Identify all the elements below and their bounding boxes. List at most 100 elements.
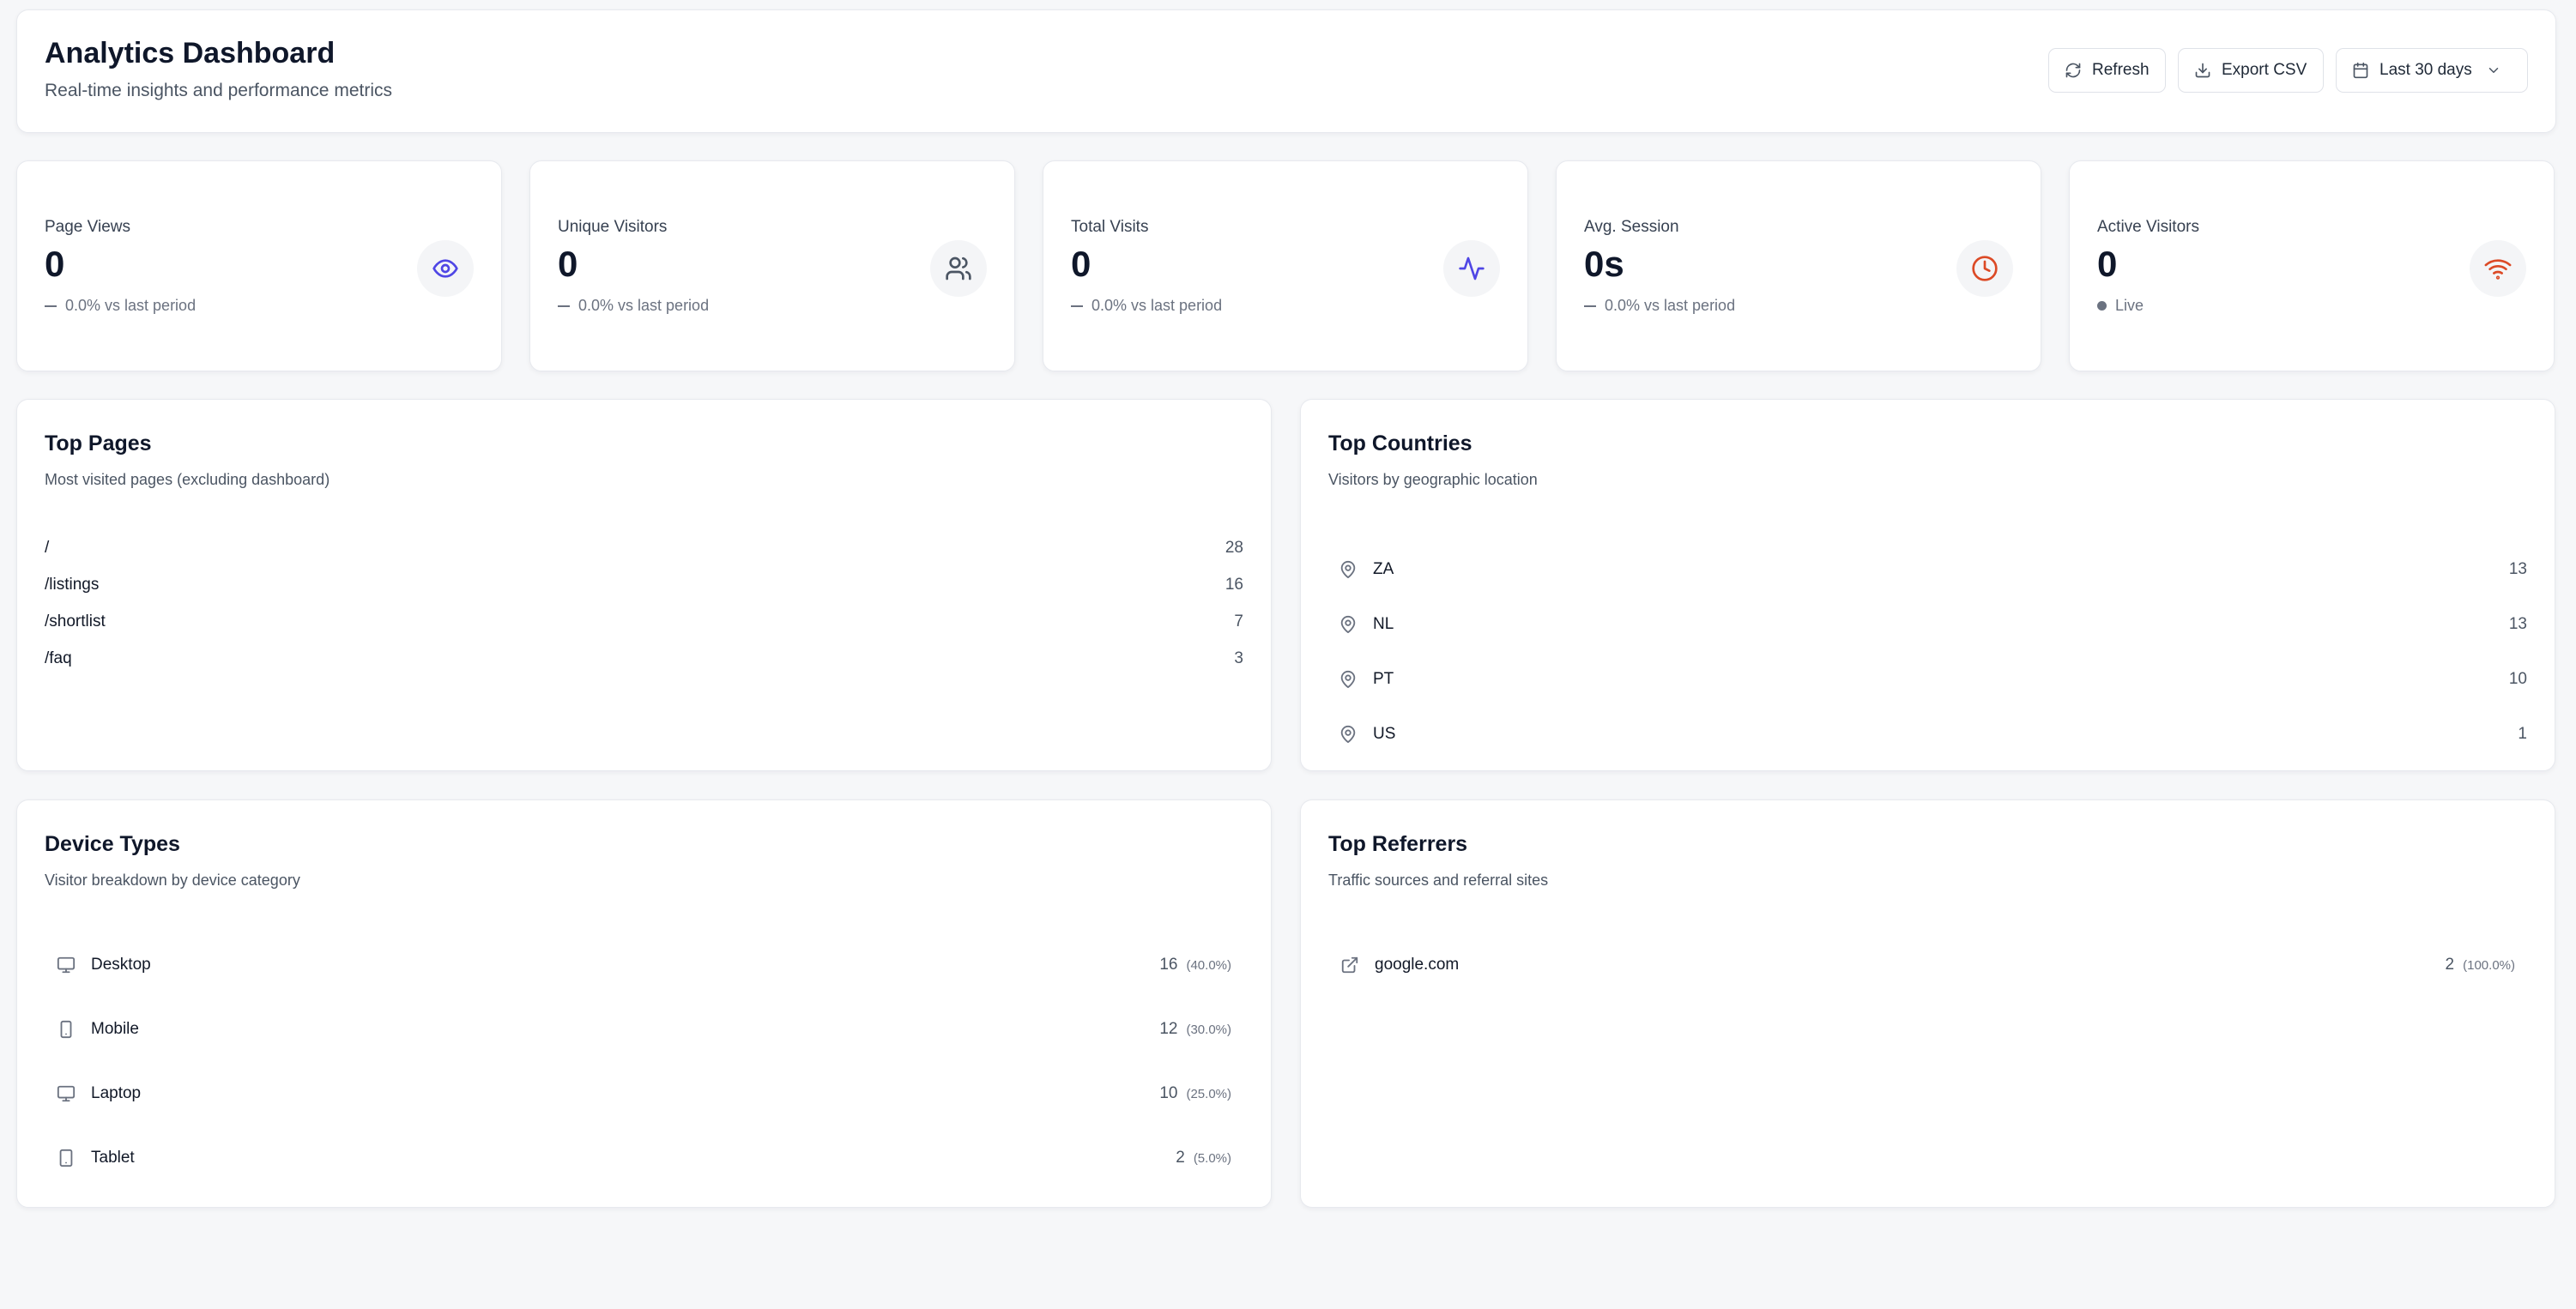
page-path: /shortlist — [45, 612, 106, 630]
referrer-percent: (100.0%) — [2463, 957, 2515, 973]
list-item[interactable]: /faq 3 — [45, 649, 1243, 686]
page-count: 3 — [1234, 649, 1243, 667]
refresh-label: Refresh — [2092, 61, 2150, 79]
list-item[interactable]: / 28 — [45, 539, 1243, 576]
stat-change: 0.0% vs last period — [45, 297, 196, 315]
device-name: Desktop — [91, 955, 151, 974]
stat-change-text: 0.0% vs last period — [578, 297, 710, 314]
minus-icon — [45, 305, 57, 307]
list-item[interactable]: Tablet 2 (5.0%) — [57, 1125, 1231, 1190]
stat-card-page-views: Page Views 0 0.0% vs last period — [16, 160, 502, 371]
country-count: 13 — [2508, 560, 2527, 578]
monitor-icon — [57, 956, 76, 973]
refresh-button[interactable]: Refresh — [2048, 48, 2166, 93]
top-countries-panel: Top Countries Visitors by geographic loc… — [1300, 399, 2555, 771]
stat-label: Page Views — [45, 218, 130, 236]
device-types-panel: Device Types Visitor breakdown by device… — [16, 799, 1272, 1208]
device-name: Mobile — [91, 1019, 139, 1038]
stat-card-total-visits: Total Visits 0 0.0% vs last period — [1043, 160, 1528, 371]
stat-live: Live — [2097, 297, 2144, 315]
stat-label: Active Visitors — [2097, 218, 2199, 236]
page-title: Analytics Dashboard — [45, 37, 336, 69]
list-item[interactable]: US 1 — [1339, 707, 2527, 762]
activity-icon — [1459, 256, 1485, 280]
live-dot-icon — [2097, 301, 2107, 311]
eye-icon — [432, 259, 458, 278]
panel-subtitle: Most visited pages (excluding dashboard) — [45, 471, 330, 488]
stat-value: 0s — [1584, 244, 1624, 284]
top-pages-panel: Top Pages Most visited pages (excluding … — [16, 399, 1272, 771]
list-item[interactable]: Laptop 10 (25.0%) — [57, 1061, 1231, 1125]
device-percent: (5.0%) — [1193, 1150, 1231, 1166]
country-count: 1 — [2518, 725, 2527, 743]
stat-icon-box — [930, 240, 987, 297]
monitor-icon — [57, 1085, 76, 1101]
device-count: 2 — [1176, 1148, 1185, 1167]
device-types-list: Desktop 16 (40.0%) Mobile 12 (30.0%) Lapto… — [57, 932, 1231, 1190]
device-count: 10 — [1159, 1083, 1178, 1102]
stat-value: 0 — [558, 244, 578, 284]
page-path: /listings — [45, 576, 100, 594]
page-path: /faq — [45, 649, 72, 667]
wifi-icon — [2484, 259, 2512, 280]
map-pin-icon — [1340, 615, 1356, 634]
date-range-select[interactable]: Last 30 days — [2336, 48, 2528, 93]
panel-title: Device Types — [45, 832, 180, 856]
users-icon — [946, 256, 971, 280]
top-referrers-list: google.com 2 (100.0%) — [1340, 932, 2515, 997]
stat-icon-box — [1956, 240, 2013, 297]
list-item[interactable]: NL 13 — [1339, 597, 2527, 652]
stat-change: 0.0% vs last period — [1071, 297, 1222, 315]
page-path: / — [45, 539, 50, 557]
country-code: US — [1373, 725, 1396, 743]
device-percent: (30.0%) — [1186, 1022, 1231, 1037]
clock-icon — [1972, 256, 1998, 281]
stat-change-text: 0.0% vs last period — [65, 297, 197, 314]
stat-label: Avg. Session — [1584, 218, 1679, 236]
top-referrers-panel: Top Referrers Traffic sources and referr… — [1300, 799, 2555, 1208]
referrer-name: google.com — [1375, 955, 1460, 974]
export-csv-label: Export CSV — [2222, 61, 2307, 79]
list-item[interactable]: /shortlist 7 — [45, 612, 1243, 649]
list-item[interactable]: /listings 16 — [45, 576, 1243, 612]
list-item[interactable]: ZA 13 — [1339, 542, 2527, 597]
panel-title: Top Countries — [1328, 431, 1472, 455]
device-percent: (25.0%) — [1186, 1086, 1231, 1101]
chevron-down-icon — [2488, 68, 2498, 73]
device-name: Tablet — [91, 1148, 135, 1167]
stat-change-text: 0.0% vs last period — [1091, 297, 1223, 314]
device-name: Laptop — [91, 1083, 142, 1102]
stat-icon-box — [2470, 240, 2526, 297]
stat-value: 0 — [45, 244, 65, 284]
stat-icon-box — [417, 240, 474, 297]
stat-label: Total Visits — [1071, 218, 1149, 236]
list-item[interactable]: Mobile 12 (30.0%) — [57, 997, 1231, 1061]
stat-change: 0.0% vs last period — [558, 297, 709, 315]
external-link-icon — [1341, 956, 1358, 973]
stat-label: Unique Visitors — [558, 218, 668, 236]
dashboard-header: Analytics Dashboard Real-time insights a… — [16, 9, 2556, 133]
top-countries-list: ZA 13 NL 13 PT 10 US 1 — [1339, 542, 2527, 762]
stat-live-text: Live — [2115, 297, 2144, 314]
panel-subtitle: Visitors by geographic location — [1328, 471, 1538, 488]
device-count: 16 — [1159, 955, 1178, 974]
country-code: ZA — [1373, 560, 1394, 578]
refresh-icon — [2065, 63, 2081, 78]
country-code: PT — [1373, 670, 1394, 688]
date-range-label: Last 30 days — [2379, 61, 2472, 79]
download-icon — [2195, 63, 2210, 78]
page-subtitle: Real-time insights and performance metri… — [45, 81, 392, 100]
minus-icon — [558, 305, 570, 307]
list-item[interactable]: google.com 2 (100.0%) — [1340, 932, 2515, 997]
list-item[interactable]: PT 10 — [1339, 652, 2527, 707]
page-count: 28 — [1225, 539, 1243, 557]
export-csv-button[interactable]: Export CSV — [2178, 48, 2324, 93]
country-count: 10 — [2508, 670, 2527, 688]
stat-value: 0 — [2097, 244, 2118, 284]
list-item[interactable]: Desktop 16 (40.0%) — [57, 932, 1231, 997]
panel-subtitle: Visitor breakdown by device category — [45, 872, 300, 889]
stat-value: 0 — [1071, 244, 1091, 284]
country-count: 13 — [2508, 615, 2527, 633]
minus-icon — [1071, 305, 1083, 307]
tablet-icon — [59, 1149, 73, 1167]
